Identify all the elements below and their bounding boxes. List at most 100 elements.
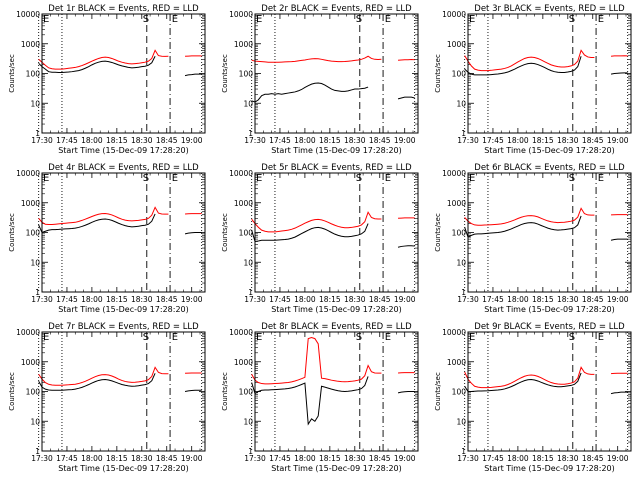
panel-title: Det 4r BLACK = Events, RED = LLD bbox=[48, 163, 199, 173]
x-tick-label: 18:15 bbox=[319, 454, 341, 463]
x-tick-label: 19:00 bbox=[181, 136, 203, 145]
x-axis-label: Start Time (15-Dec-09 17:28:20) bbox=[484, 464, 615, 473]
x-tick-label: 19:00 bbox=[394, 136, 416, 145]
y-tick-label: 10 bbox=[30, 99, 40, 108]
plot-frame bbox=[254, 172, 419, 293]
E-label-left: E bbox=[256, 14, 262, 25]
x-tick-label: 18:15 bbox=[106, 295, 128, 304]
x-tick-label: 17:30 bbox=[457, 454, 479, 463]
y-tick-label: 10000 bbox=[442, 169, 466, 178]
y-tick-label: 1000 bbox=[447, 40, 466, 49]
S-label: S bbox=[569, 173, 575, 184]
x-tick-label: 17:45 bbox=[56, 136, 78, 145]
E-label-right: E bbox=[172, 173, 178, 184]
x-tick-label: 18:45 bbox=[156, 136, 178, 145]
y-tick-label: 10 bbox=[243, 258, 253, 267]
x-tick-label: 17:30 bbox=[244, 136, 266, 145]
x-tick-label: 18:45 bbox=[369, 136, 391, 145]
y-tick-label: 10000 bbox=[16, 10, 40, 19]
x-tick-label: 18:15 bbox=[106, 454, 128, 463]
y-tick-label: 1 bbox=[248, 288, 253, 297]
x-tick-label: 18:15 bbox=[532, 136, 554, 145]
panel-title: Det 3r BLACK = Events, RED = LLD bbox=[474, 4, 625, 14]
y-tick-label: 1 bbox=[248, 129, 253, 138]
series-events bbox=[464, 372, 628, 395]
x-tick-label: 18:30 bbox=[344, 136, 366, 145]
x-tick-label: 18:30 bbox=[131, 295, 153, 304]
y-tick-label: 10000 bbox=[442, 328, 466, 337]
S-label: S bbox=[143, 14, 149, 25]
y-tick-label: 1 bbox=[461, 129, 466, 138]
E-label-left: E bbox=[256, 173, 262, 184]
x-tick-label: 18:00 bbox=[81, 136, 103, 145]
x-tick-label: 18:15 bbox=[319, 295, 341, 304]
x-tick-label: 18:45 bbox=[156, 295, 178, 304]
y-tick-label: 100 bbox=[452, 70, 467, 79]
E-label-right: E bbox=[172, 14, 178, 25]
panel-5: Det 5r BLACK = Events, RED = LLD 1 10 100 10… bbox=[221, 163, 419, 314]
E-label-left: E bbox=[469, 332, 475, 343]
series-events bbox=[251, 376, 415, 426]
y-tick-label: 10 bbox=[456, 99, 466, 108]
x-tick-label: 18:30 bbox=[557, 454, 579, 463]
x-tick-label: 18:00 bbox=[294, 295, 316, 304]
panel-title: Det 2r BLACK = Events, RED = LLD bbox=[261, 4, 412, 14]
x-tick-label: 17:30 bbox=[244, 295, 266, 304]
x-tick-label: 18:15 bbox=[106, 136, 128, 145]
y-tick-label: 10 bbox=[456, 258, 466, 267]
x-tick-label: 19:00 bbox=[181, 454, 203, 463]
y-tick-label: 10000 bbox=[16, 169, 40, 178]
x-tick-label: 17:45 bbox=[56, 295, 78, 304]
y-tick-label: 100 bbox=[239, 70, 254, 79]
x-tick-label: 17:45 bbox=[269, 136, 291, 145]
panel-title: Det 5r BLACK = Events, RED = LLD bbox=[261, 163, 412, 173]
series-lld bbox=[38, 49, 202, 70]
x-axis-label: Start Time (15-Dec-09 17:28:20) bbox=[58, 305, 189, 314]
y-tick-label: 1 bbox=[35, 447, 40, 456]
E-label-right: E bbox=[385, 14, 391, 25]
series-events bbox=[251, 82, 415, 103]
S-label: S bbox=[356, 14, 362, 25]
panel-3: Det 3r BLACK = Events, RED = LLD 1 10 100 10… bbox=[434, 4, 632, 155]
x-tick-label: 19:00 bbox=[181, 295, 203, 304]
panel-9: Det 9r BLACK = Events, RED = LLD 1 10 100 10… bbox=[434, 322, 632, 473]
series-lld bbox=[464, 207, 628, 226]
series-lld bbox=[251, 211, 415, 233]
y-tick-label: 10 bbox=[243, 99, 253, 108]
x-tick-label: 18:45 bbox=[369, 454, 391, 463]
plot-frame bbox=[467, 331, 632, 452]
panel-title: Det 7r BLACK = Events, RED = LLD bbox=[48, 322, 199, 332]
panel-1: Det 1r BLACK = Events, RED = LLD 1 10 100 10… bbox=[8, 4, 206, 155]
x-tick-label: 18:30 bbox=[344, 454, 366, 463]
S-label: S bbox=[569, 332, 575, 343]
series-lld bbox=[464, 366, 628, 389]
y-tick-label: 1 bbox=[461, 288, 466, 297]
y-tick-label: 10 bbox=[30, 417, 40, 426]
y-axis-label: Counts/sec bbox=[8, 372, 16, 411]
series-events bbox=[464, 215, 628, 241]
y-tick-label: 10 bbox=[243, 417, 253, 426]
x-tick-label: 18:15 bbox=[319, 136, 341, 145]
E-label-right: E bbox=[385, 173, 391, 184]
x-tick-label: 18:00 bbox=[294, 454, 316, 463]
plot-frame bbox=[254, 331, 419, 452]
plot-frame bbox=[254, 13, 419, 134]
E-label-right: E bbox=[172, 332, 178, 343]
y-axis-label: Counts/sec bbox=[434, 54, 442, 93]
y-axis-label: Counts/sec bbox=[434, 213, 442, 252]
series-lld bbox=[251, 55, 415, 63]
x-tick-label: 18:00 bbox=[81, 454, 103, 463]
x-tick-label: 18:30 bbox=[131, 454, 153, 463]
x-axis-label: Start Time (15-Dec-09 17:28:20) bbox=[271, 146, 402, 155]
x-tick-label: 17:45 bbox=[482, 136, 504, 145]
y-tick-label: 10 bbox=[456, 417, 466, 426]
y-axis-label: Counts/sec bbox=[221, 372, 229, 411]
series-lld bbox=[464, 49, 628, 72]
E-label-right: E bbox=[598, 173, 604, 184]
x-tick-label: 18:15 bbox=[532, 454, 554, 463]
x-tick-label: 18:45 bbox=[582, 454, 604, 463]
y-tick-label: 1000 bbox=[21, 199, 40, 208]
series-lld bbox=[251, 337, 415, 385]
y-tick-label: 1000 bbox=[234, 199, 253, 208]
